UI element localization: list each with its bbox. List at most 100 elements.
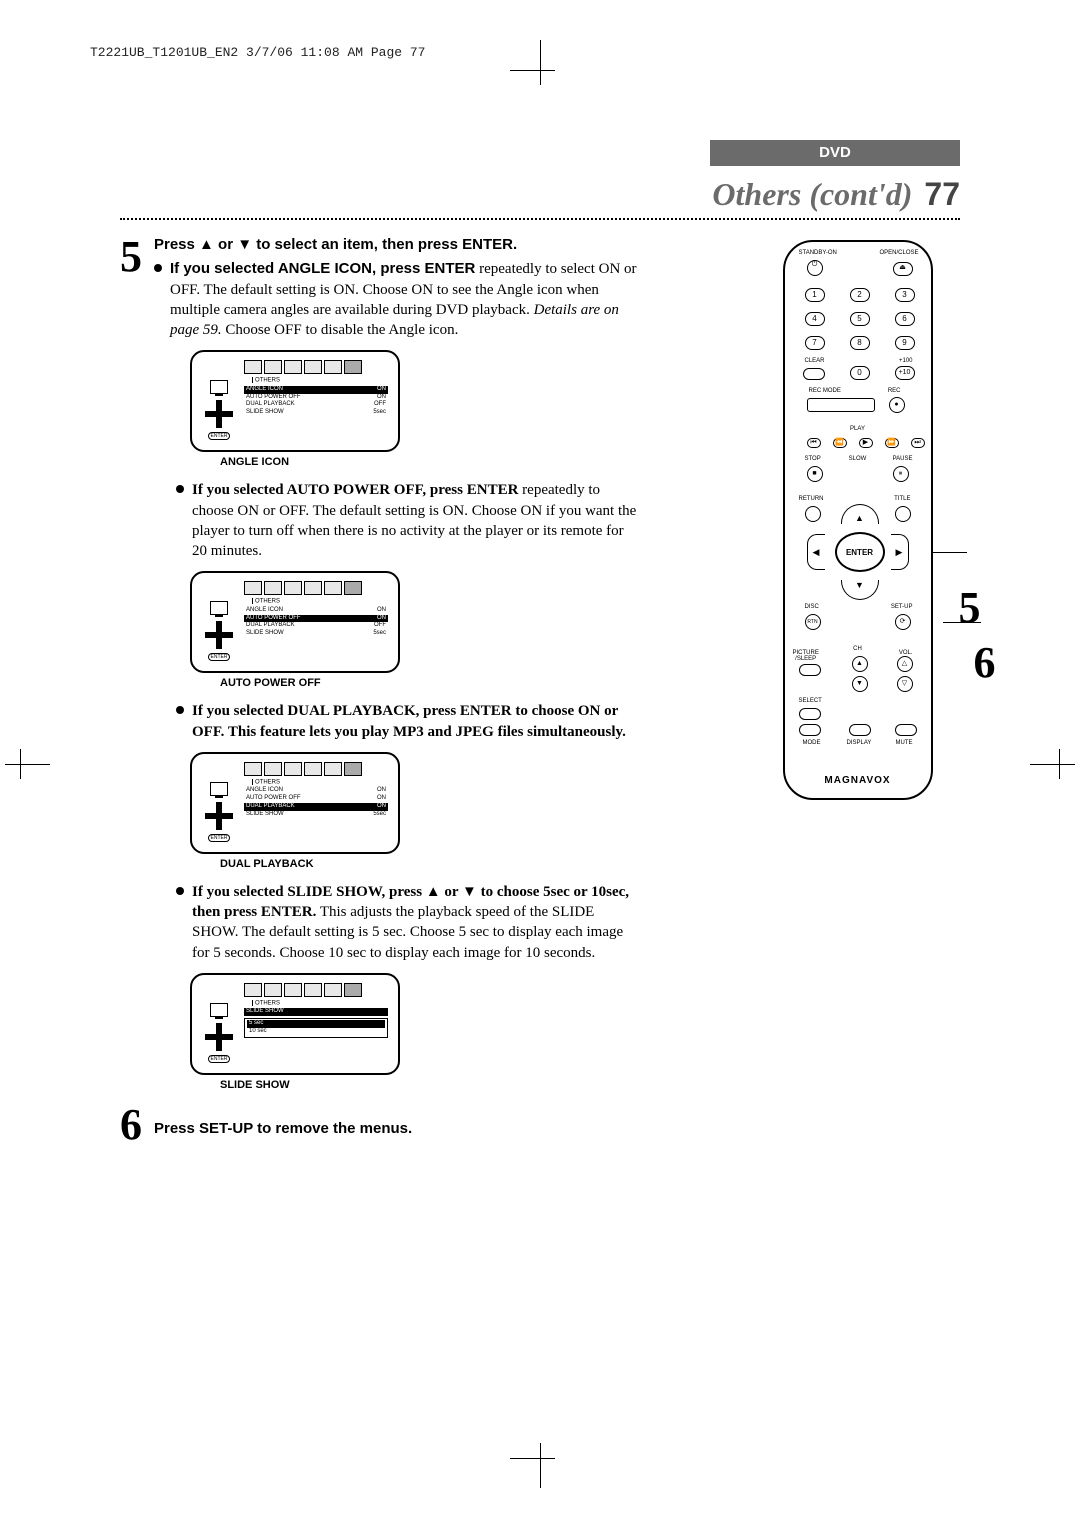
osd-tab-label: OTHERS [244,779,388,786]
osd-row-1-r: ON [377,394,386,402]
osd-row: DUAL PLAYBACK [246,622,295,630]
remote-brand: MAGNAVOX [785,775,931,786]
callout-line-5 [931,552,967,553]
page-title-row: Others (cont'd) 77 [120,176,960,213]
osd-row: ANGLE ICON [246,607,283,615]
osd-row-2-r: OFF [374,401,386,409]
print-header-meta: T2221UB_T1201UB_EN2 3/7/06 11:08 AM Page… [90,45,425,60]
remote-rew-button: ⏪ [833,438,847,448]
remote-diagram: STANDBY-ON OPEN/CLOSE ⏻ ⏏ 1 2 3 4 5 6 7 … [755,240,960,800]
remote-digit-2: 2 [850,288,870,302]
auto-heading: If you selected AUTO POWER OFF, press EN… [192,482,518,498]
osd-caption-angle: ANGLE ICON [220,456,640,468]
osd-row: ON [377,803,386,811]
osd-row: 5sec [373,630,386,638]
osd-tab-label: OTHERS [244,377,388,384]
osd-row: SLIDE SHOW [246,630,284,638]
osd-row-3-l: SLIDE SHOW [246,409,284,417]
bullet-icon [176,706,184,714]
remote-label-display: DISPLAY [847,740,872,746]
osd-row: SLIDE SHOW [246,811,284,819]
remote-label-recmode: REC MODE [809,388,841,394]
osd-row: ON [377,787,386,795]
page-content: DVD Others (cont'd) 77 5 Press ▲ or ▼ to… [120,140,960,1438]
remote-standby-button: ⏻ [807,260,823,276]
remote-ff-button: ⏩ [885,438,899,448]
dpad-icon [205,621,233,649]
osd-row: ON [377,795,386,803]
remote-digit-0: 0 [850,366,870,380]
remote-digit-4: 4 [805,312,825,326]
remote-mode-button [799,724,821,736]
remote-openclose-button: ⏏ [893,262,913,276]
section-badge-dvd: DVD [710,140,960,166]
dual-heading: If you selected DUAL PLAYBACK, press ENT… [192,703,626,739]
remote-next-button: ⏭ [911,438,925,448]
page-number: 77 [924,176,960,212]
remote-label-openclose: OPEN/CLOSE [879,250,918,256]
remote-digit-6: 6 [895,312,915,326]
remote-return-button [805,506,821,522]
remote-prev-button: ⏮ [807,438,821,448]
callout-line-6 [943,622,981,623]
remote-digit-1: 1 [805,288,825,302]
dpad-icon [205,802,233,830]
tv-icon [210,601,228,615]
remote-mute-button [895,724,917,736]
callout-number-6: 6 [974,637,996,688]
remote-label-select: SELECT [799,698,822,704]
osd-slide-5sec: 5 sec [249,1020,263,1028]
title-dotted-rule [120,218,960,220]
remote-left-button: ◀ [807,534,825,570]
remote-label-standby: STANDBY-ON [799,250,837,256]
osd-row: ON [377,607,386,615]
osd-tab-label: OTHERS [244,1000,388,1007]
osd-caption-dual: DUAL PLAYBACK [220,858,640,870]
bullet-icon [176,485,184,493]
osd-caption-slide: SLIDE SHOW [220,1079,640,1091]
enter-pill: ENTER [208,432,231,440]
osd-caption-auto: AUTO POWER OFF [220,677,640,689]
osd-row-3-r: 5sec [373,409,386,417]
callout-number-5: 5 [959,582,981,633]
osd-row: AUTO POWER OFF [246,795,301,803]
enter-pill: ENTER [208,653,231,661]
remote-display-button [849,724,871,736]
osd-dual-playback: ENTER OTHERS ANGLE ICONON AUTO POWER OFF… [190,752,400,854]
remote-label-pause: PAUSE [893,456,913,462]
osd-row-1-l: AUTO POWER OFF [246,394,301,402]
remote-digit-9: 9 [895,336,915,350]
remote-plus10-button: +10 [895,366,915,380]
tv-icon [210,1003,228,1017]
remote-setup-button: ⟳ [895,614,911,630]
remote-ch-down-button: ▼ [852,676,868,692]
osd-slide-10sec: 10 sec [249,1028,267,1036]
remote-play-button: ▶ [859,438,873,448]
step5-lead: Press ▲ or ▼ to select an item, then pre… [154,236,517,253]
bullet-icon [176,887,184,895]
remote-label-disc: DISC [805,604,819,610]
tv-icon [210,380,228,394]
crop-mark-bottom [525,1443,555,1473]
dpad-icon [205,1023,233,1051]
angle-heading: If you selected ANGLE ICON, press ENTER [170,260,475,277]
remote-pause-button: ⏸ [893,466,909,482]
remote-label-setup: SET-UP [891,604,913,610]
remote-down-button: ▼ [841,580,879,600]
remote-right-button: ▶ [891,534,909,570]
remote-digit-7: 7 [805,336,825,350]
enter-pill: ENTER [208,834,231,842]
osd-angle-icon: ENTER OTHERS ANGLE ICONON AUTO POWER OFF… [190,350,400,452]
step-number-5: 5 [120,235,142,340]
osd-slide-title: SLIDE SHOW [246,1008,284,1016]
remote-select-button [799,708,821,720]
remote-label-mode: MODE [803,740,821,746]
remote-digit-8: 8 [850,336,870,350]
osd-row-0-r: ON [377,386,386,394]
osd-auto-power-off: ENTER OTHERS ANGLE ICONON AUTO POWER OFF… [190,571,400,673]
remote-digit-5: 5 [850,312,870,326]
remote-label-title: TITLE [894,496,910,502]
enter-pill: ENTER [208,1055,231,1063]
remote-label-mute: MUTE [896,740,913,746]
angle-body-b: Choose OFF to disable the Angle icon. [222,322,459,338]
